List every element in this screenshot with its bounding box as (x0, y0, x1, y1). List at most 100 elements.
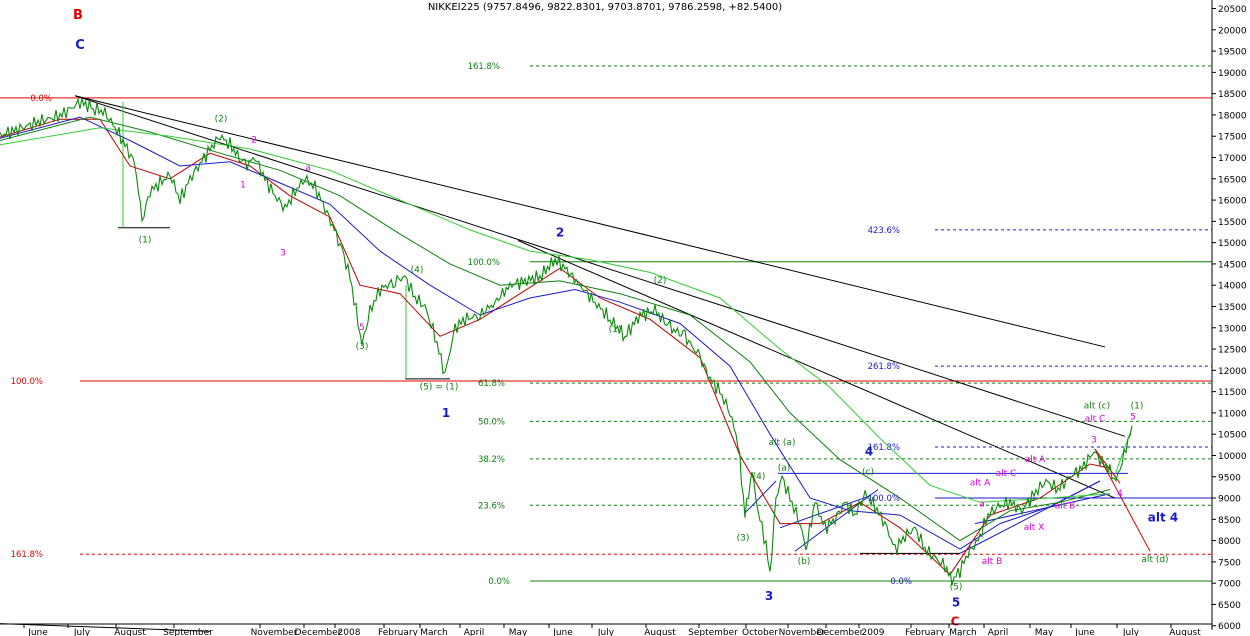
fib-level-label: 23.6% (478, 501, 505, 511)
y-axis: 6000 6500 7000 7500 8000 8500 9000 9500 10000 105… (1211, 0, 1250, 636)
wave-label: 5 (359, 323, 365, 333)
wave-label: (5) (950, 583, 963, 593)
wave-label: alt (a) (769, 438, 796, 448)
wave-label: 4 (1117, 489, 1123, 499)
x-tick-label: September (163, 628, 213, 636)
y-tick-label: 13500 (1218, 303, 1247, 313)
wave-label: C (951, 615, 960, 629)
fib-level-label: 161.8% (868, 443, 900, 453)
y-tick-label: 20000 (1218, 26, 1247, 36)
x-tick-label: June (552, 628, 573, 636)
y-tick-label: 20500 (1218, 5, 1247, 15)
wave-label: 4 (865, 444, 873, 458)
moving-average-line (0, 116, 1101, 550)
wave-label: B (73, 8, 83, 23)
y-tick-label: 11500 (1218, 388, 1247, 398)
wave-label: a (305, 163, 311, 173)
trendline (794, 489, 879, 552)
x-tick-label: 2009 (862, 628, 885, 636)
y-tick-label: 19000 (1218, 69, 1247, 79)
x-tick-label: April (988, 628, 1009, 636)
wave-label: alt C (996, 469, 1017, 479)
x-tick-label: October (742, 628, 778, 636)
wave-label: (b) (798, 557, 811, 567)
price-line (0, 97, 1133, 586)
y-tick-label: 15000 (1218, 239, 1247, 249)
wave-label: (5) = (1) (420, 382, 459, 392)
y-tick-label: 18500 (1218, 90, 1247, 100)
wave-label: (3) (737, 534, 750, 544)
wave-label: 5 (1130, 412, 1136, 422)
wave-label: a (979, 500, 985, 510)
x-axis: June July August September NovemberDecember2… (0, 623, 1212, 636)
fib-level-label: 100.0% (11, 377, 43, 387)
y-tick-label: 10000 (1218, 452, 1247, 462)
fib-level-label: 161.8% (11, 550, 43, 560)
y-tick-label: 17500 (1218, 133, 1247, 143)
fib-level-label: 38.2% (478, 455, 505, 465)
y-tick-label: 7000 (1218, 580, 1241, 590)
wave-label: alt B (1055, 502, 1076, 512)
y-tick-label: 8000 (1218, 537, 1241, 547)
wave-label: alt C (1085, 414, 1106, 424)
fib-level-label: 50.0% (478, 417, 505, 427)
y-tick-label: 9000 (1218, 495, 1241, 505)
wave-label: (1) (609, 325, 622, 335)
wave-label: alt 4 (1148, 510, 1178, 524)
moving-averages (0, 116, 1111, 576)
y-tick-label: 19500 (1218, 48, 1247, 58)
trendline (517, 240, 1116, 499)
x-tick-label: August (1169, 628, 1201, 636)
fib-level-label: 0.0% (30, 94, 52, 104)
x-tick-label: March (949, 628, 976, 636)
fib-level-label: 0.0% (890, 577, 912, 587)
wave-label: (2) (215, 114, 228, 124)
wave-label: (3) (356, 342, 369, 352)
x-tick-label: February (378, 628, 419, 636)
wave-label: (c) (862, 468, 874, 478)
x-tick-label: July (73, 628, 91, 636)
y-tick-label: 8500 (1218, 516, 1241, 526)
y-tick-label: 15500 (1218, 218, 1247, 228)
fibonacci-levels: 0.0%100.0%161.8%161.8%100.0%61.8%50.0%38… (0, 62, 1212, 587)
x-tick-label: December (817, 628, 864, 636)
wave-label: (1) (139, 236, 152, 246)
y-tick-label: 16000 (1218, 197, 1247, 207)
wave-label: alt (c) (1084, 402, 1110, 412)
y-tick-label: 16500 (1218, 175, 1247, 185)
moving-average-line (0, 127, 1111, 503)
fib-level-label: 161.8% (468, 62, 500, 72)
wave-label: alt (b) (941, 635, 968, 636)
x-tick-label: September (688, 628, 738, 636)
x-tick-label: April (464, 628, 485, 636)
wave-label: 5 (952, 596, 960, 610)
fib-level-label: 100.0% (868, 494, 900, 504)
y-tick-label: 6500 (1218, 601, 1241, 611)
trendline (744, 480, 777, 514)
y-tick-label: 11000 (1218, 409, 1247, 419)
y-tick-label: 13000 (1218, 324, 1247, 334)
wave-label: alt X (1024, 523, 1045, 533)
moving-average-line (0, 116, 1111, 542)
trendline (74, 95, 1106, 348)
wave-label: (4) (753, 472, 766, 482)
x-tick-label: July (597, 628, 615, 636)
wave-label: alt (d) (1141, 555, 1168, 565)
wave-label: 1 (442, 406, 450, 420)
wave-label: alt B (982, 557, 1003, 567)
trendlines (0, 95, 1151, 632)
y-tick-label: 12500 (1218, 346, 1247, 356)
moving-average-line (0, 118, 1111, 576)
wave-label: 3 (765, 589, 773, 603)
wave-label: alt A (970, 478, 991, 488)
wave-label: 1 (240, 180, 246, 190)
y-axis-background (1212, 0, 1250, 636)
y-tick-label: 10500 (1218, 431, 1247, 441)
y-tick-label: 14500 (1218, 260, 1247, 270)
wave-label: (2) (654, 276, 667, 286)
x-tick-label: May (1035, 628, 1054, 636)
trendline (779, 495, 871, 529)
fib-level-label: 423.6% (868, 226, 900, 236)
